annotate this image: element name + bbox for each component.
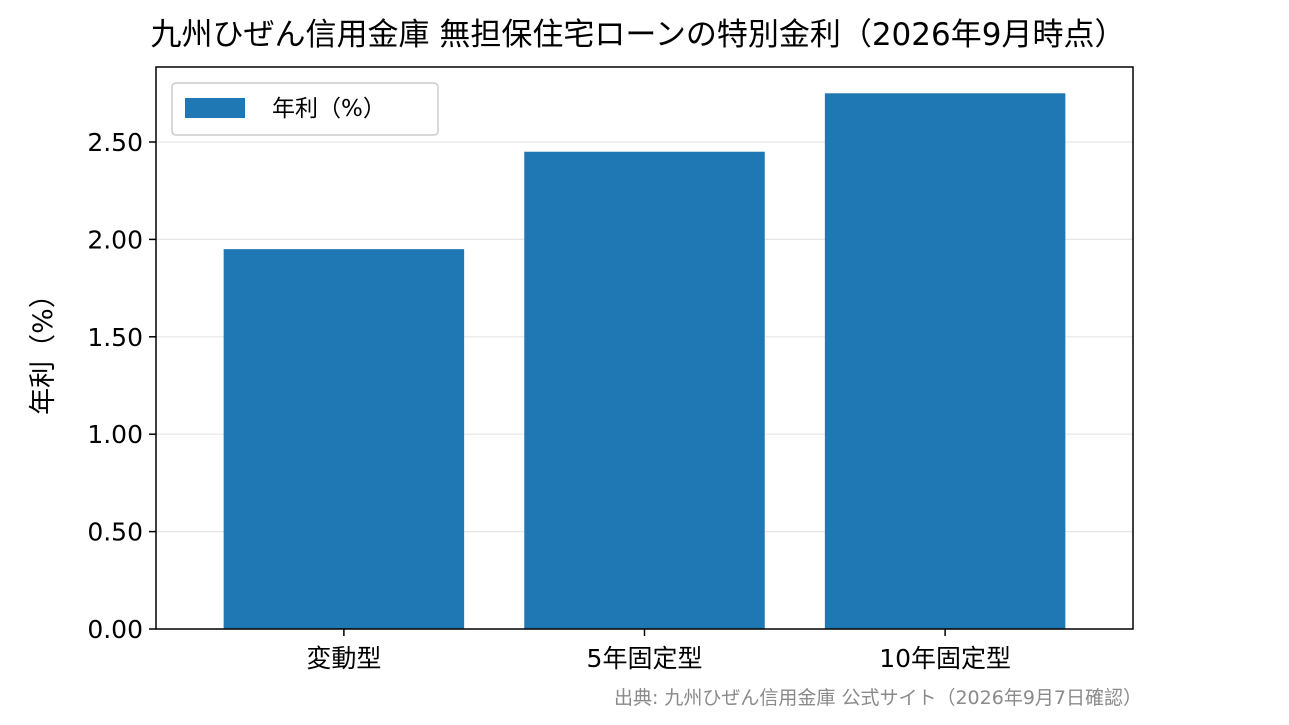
legend-box bbox=[171, 82, 439, 136]
y-axis-label: 年利（%） bbox=[28, 281, 59, 415]
legend-swatch bbox=[185, 98, 245, 118]
bar bbox=[223, 249, 465, 629]
y-tick-label: 0.00 bbox=[87, 615, 143, 644]
source-note: 出典: 九州ひぜん信用金庫 公式サイト（2026年9月7日確認） bbox=[614, 687, 1142, 709]
x-tick-label: 5年固定型 bbox=[587, 644, 703, 673]
y-tick-label: 0.50 bbox=[87, 518, 143, 547]
y-axis-ticks: 0.00 0.50 1.00 1.50 2.00 2.50 bbox=[87, 128, 156, 644]
x-tick-label: 10年固定型 bbox=[879, 644, 1011, 673]
y-tick-label: 2.00 bbox=[87, 225, 143, 254]
legend: 年利（%） bbox=[171, 82, 439, 136]
legend-label: 年利（%） bbox=[272, 96, 386, 122]
bars bbox=[223, 93, 1066, 630]
x-axis-ticks: 変動型 5年固定型 10年固定型 bbox=[306, 629, 1011, 673]
bar bbox=[524, 151, 765, 630]
y-tick-label: 1.00 bbox=[87, 420, 143, 449]
bar bbox=[824, 93, 1066, 629]
x-tick-label: 変動型 bbox=[306, 644, 381, 673]
y-tick-label: 2.50 bbox=[87, 128, 143, 157]
chart-title: 九州ひぜん信用金庫 無担保住宅ローンの特別金利（2026年9月時点） bbox=[151, 17, 1126, 53]
y-tick-label: 1.50 bbox=[87, 323, 143, 352]
